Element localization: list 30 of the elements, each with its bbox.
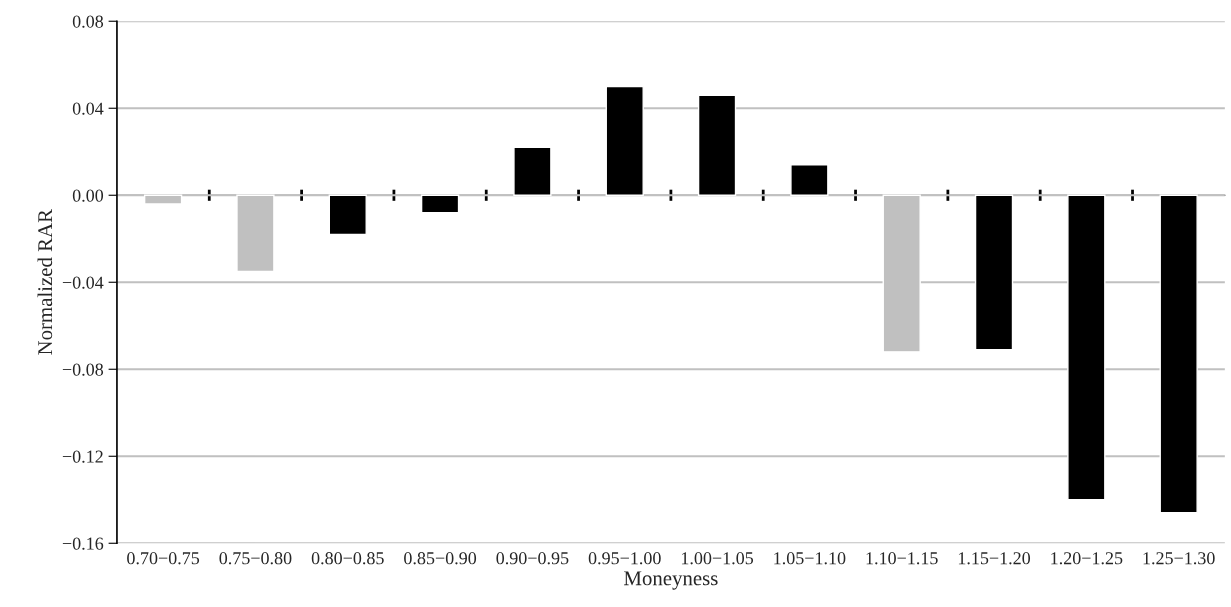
y-tick-label: 0.08 [72, 15, 104, 28]
bar [697, 94, 737, 196]
bar [1067, 194, 1106, 501]
bar [1159, 194, 1198, 514]
x-tick-label: 1.00−1.05 [681, 552, 754, 565]
y-tick-label: 0.04 [72, 102, 104, 115]
y-tick-label: −0.04 [62, 276, 104, 289]
bar [513, 146, 552, 196]
y-tick-label: −0.12 [62, 450, 103, 463]
x-tick-label: 1.10−1.15 [866, 552, 938, 565]
y-tick-label: 0.00 [72, 189, 104, 202]
x-tick-label: 1.05−1.10 [774, 552, 846, 565]
bar [790, 164, 829, 196]
x-tick-label: 0.80−0.85 [311, 552, 384, 565]
x-tick-label: 0.90−0.95 [496, 552, 569, 565]
x-tick-label: 1.15−1.20 [958, 552, 1031, 565]
x-tick-label: 1.20−1.25 [1051, 552, 1123, 565]
x-tick-label: 0.70−0.75 [127, 552, 200, 565]
bar [974, 194, 1014, 351]
bar [420, 194, 460, 214]
x-axis-title: Moneyness [624, 571, 718, 590]
x-tick-label: 0.85−0.90 [404, 552, 477, 565]
y-axis-title: Normalized RAR [37, 209, 53, 355]
x-tick-label: 0.75−0.80 [219, 552, 292, 565]
y-tick-label: −0.08 [62, 363, 104, 376]
bar [605, 85, 644, 196]
x-tick-label: 1.25−1.30 [1143, 552, 1215, 565]
x-tick-label: 0.95−1.00 [588, 552, 661, 565]
y-tick-label: −0.16 [62, 537, 104, 550]
bar [328, 194, 367, 236]
